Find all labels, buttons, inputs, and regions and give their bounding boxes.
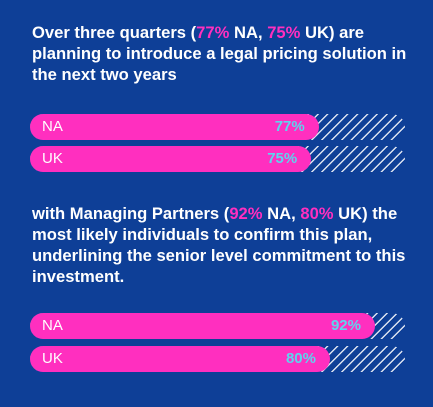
bar-category-label: NA bbox=[42, 118, 63, 135]
bar-value-label: 92% bbox=[330, 317, 361, 334]
bar-fill bbox=[30, 313, 375, 339]
bar-value-label: 75% bbox=[267, 150, 298, 167]
heading-highlight-uk: 75% bbox=[267, 23, 301, 42]
heading-text: with Managing Partners ( bbox=[32, 204, 230, 223]
bar-category-label: NA bbox=[42, 317, 63, 334]
bar-fill bbox=[30, 146, 312, 172]
bar-category-label: UK bbox=[42, 350, 63, 367]
heading-highlight-uk: 80% bbox=[300, 204, 334, 223]
bar-row-uk-partners: UK 80% bbox=[30, 346, 405, 372]
heading-text: UK) the most likely individuals to confi… bbox=[32, 204, 406, 286]
bar-value-label: 77% bbox=[274, 118, 305, 135]
heading-text: UK) are planning to introduce a legal pr… bbox=[32, 23, 407, 84]
heading-text: NA, bbox=[229, 23, 268, 42]
heading-highlight-na: 77% bbox=[196, 23, 230, 42]
bar-value-label: 80% bbox=[285, 350, 316, 367]
bar-row-uk-planning: UK 75% bbox=[30, 146, 405, 172]
heading-highlight-na: 92% bbox=[229, 204, 263, 223]
bar-fill bbox=[30, 346, 330, 372]
heading-managing-partners: with Managing Partners (92% NA, 80% UK) … bbox=[32, 203, 417, 287]
heading-planning: Over three quarters (77% NA, 75% UK) are… bbox=[32, 22, 417, 85]
bar-category-label: UK bbox=[42, 150, 63, 167]
heading-text: Over three quarters ( bbox=[32, 23, 197, 42]
bar-fill bbox=[30, 114, 319, 140]
bar-row-na-planning: NA 77% bbox=[30, 114, 405, 140]
bar-row-na-partners: NA 92% bbox=[30, 313, 405, 339]
heading-text: NA, bbox=[262, 204, 301, 223]
